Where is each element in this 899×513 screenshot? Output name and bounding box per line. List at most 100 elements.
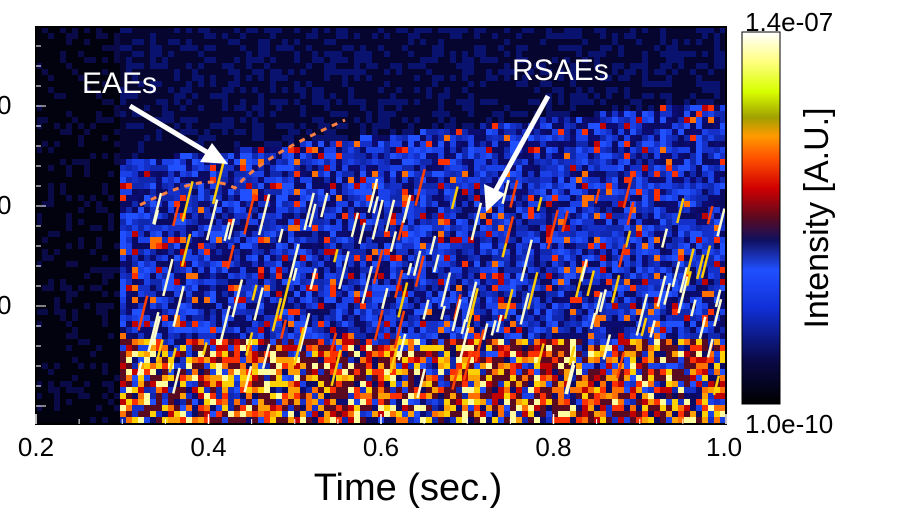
heatmap-cell xyxy=(288,387,294,393)
heatmap-cell xyxy=(378,273,384,279)
heatmap-cell xyxy=(102,165,108,171)
heatmap-cell xyxy=(414,87,420,93)
heatmap-cell xyxy=(66,255,72,261)
heatmap-cell xyxy=(168,411,174,417)
heatmap-cell xyxy=(432,291,438,297)
heatmap-cell xyxy=(114,369,120,375)
heatmap-cell xyxy=(438,387,444,393)
heatmap-cell xyxy=(294,399,300,405)
heatmap-cell xyxy=(420,267,426,273)
heatmap-cell xyxy=(180,99,186,105)
heatmap-cell xyxy=(372,357,378,363)
heatmap-cell xyxy=(186,393,192,399)
heatmap-cell xyxy=(282,351,288,357)
heatmap-cell xyxy=(348,225,354,231)
heatmap-cell xyxy=(396,399,402,405)
heatmap-cell xyxy=(60,153,66,159)
heatmap-cell xyxy=(360,393,366,399)
heatmap-cell xyxy=(366,141,372,147)
heatmap-cell xyxy=(450,195,456,201)
heatmap-cell xyxy=(396,111,402,117)
heatmap-cell xyxy=(366,231,372,237)
heatmap-cell xyxy=(348,243,354,249)
heatmap-cell xyxy=(120,117,126,123)
heatmap-cell xyxy=(414,243,420,249)
heatmap-cell xyxy=(96,315,102,321)
heatmap-cell xyxy=(48,279,54,285)
heatmap-cell xyxy=(300,45,306,51)
heatmap-cell xyxy=(432,159,438,165)
heatmap-cell xyxy=(456,195,462,201)
heatmap-cell xyxy=(42,399,48,405)
heatmap-cell xyxy=(60,225,66,231)
heatmap-cell xyxy=(288,279,294,285)
heatmap-cell xyxy=(270,219,276,225)
heatmap-cell xyxy=(36,351,42,357)
heatmap-cell xyxy=(234,267,240,273)
heatmap-cell xyxy=(180,375,186,381)
heatmap-cell xyxy=(96,237,102,243)
heatmap-cell xyxy=(168,87,174,93)
heatmap-cell xyxy=(204,69,210,75)
heatmap-cell xyxy=(234,177,240,183)
heatmap-cell xyxy=(78,135,84,141)
heatmap-cell xyxy=(198,27,204,33)
heatmap-cell xyxy=(354,189,360,195)
heatmap-cell xyxy=(384,237,390,243)
heatmap-cell xyxy=(390,255,396,261)
heatmap-cell xyxy=(168,69,174,75)
heatmap-cell xyxy=(318,375,324,381)
heatmap-cell xyxy=(234,303,240,309)
heatmap-cell xyxy=(72,345,78,351)
heatmap-cell xyxy=(222,195,228,201)
heatmap-cell xyxy=(192,93,198,99)
heatmap-cell xyxy=(240,51,246,57)
heatmap-cell xyxy=(42,51,48,57)
heatmap-cell xyxy=(216,129,222,135)
heatmap-cell xyxy=(102,225,108,231)
heatmap-cell xyxy=(144,159,150,165)
heatmap-cell xyxy=(192,153,198,159)
heatmap-cell xyxy=(198,117,204,123)
heatmap-cell xyxy=(174,51,180,57)
heatmap-cell xyxy=(330,225,336,231)
heatmap-cell xyxy=(222,57,228,63)
heatmap-cell xyxy=(348,237,354,243)
heatmap-cell xyxy=(102,243,108,249)
heatmap-cell xyxy=(60,243,66,249)
heatmap-cell xyxy=(240,321,246,327)
heatmap-cell xyxy=(360,399,366,405)
heatmap-cell xyxy=(60,165,66,171)
heatmap-cell xyxy=(354,231,360,237)
heatmap-cell xyxy=(102,75,108,81)
heatmap-cell xyxy=(126,33,132,39)
heatmap-cell xyxy=(234,213,240,219)
heatmap-cell xyxy=(444,225,450,231)
heatmap-cell xyxy=(66,327,72,333)
heatmap-cell xyxy=(156,189,162,195)
heatmap-cell xyxy=(300,321,306,327)
heatmap-cell xyxy=(96,201,102,207)
heatmap-cell xyxy=(204,207,210,213)
heatmap-cell xyxy=(450,141,456,147)
heatmap-cell xyxy=(54,141,60,147)
heatmap-cell xyxy=(300,147,306,153)
heatmap-cell xyxy=(360,33,366,39)
heatmap-cell xyxy=(282,279,288,285)
heatmap-cell xyxy=(438,45,444,51)
heatmap-cell xyxy=(174,267,180,273)
heatmap-cell xyxy=(360,363,366,369)
heatmap-cell xyxy=(60,333,66,339)
heatmap-cell xyxy=(372,387,378,393)
heatmap-cell xyxy=(438,369,444,375)
heatmap-cell xyxy=(342,279,348,285)
heatmap-cell xyxy=(162,159,168,165)
heatmap-cell xyxy=(354,39,360,45)
heatmap-cell xyxy=(126,399,132,405)
heatmap-cell xyxy=(282,393,288,399)
heatmap-cell xyxy=(240,33,246,39)
heatmap-cell xyxy=(300,111,306,117)
heatmap-cell xyxy=(228,417,234,423)
heatmap-cell xyxy=(120,183,126,189)
heatmap-cell xyxy=(162,327,168,333)
